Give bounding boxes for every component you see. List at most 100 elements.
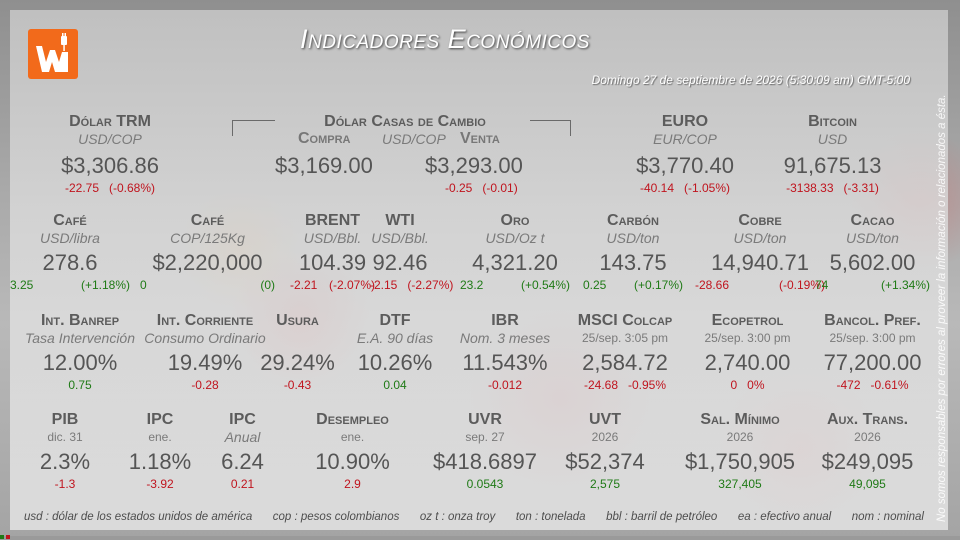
indicator-change: -22.75 (-0.68%) (40, 180, 180, 196)
indicator-card: Int. Banrep Tasa Intervención 12.00% 0.75 (20, 312, 140, 393)
compra-value: $3,169.00 (275, 153, 373, 178)
indicator-value: 4,321.20 (472, 250, 558, 275)
indicator-name: Aux. Trans. (826, 411, 909, 428)
venta-label: Venta (460, 130, 500, 147)
change-pct: (+0.17%) (633, 278, 683, 292)
indicator-panel (10, 10, 948, 530)
change-pct: (-0.19%) (778, 278, 825, 292)
indicator-card: IPC Anual 6.24 0.21 (195, 411, 290, 492)
indicator-value: $2,220,000 (152, 250, 263, 275)
indicator-name: MSCI Colcap (577, 312, 673, 329)
indicator-card: Cacao USD/ton 5,602.00 74 (+1.34%) (810, 212, 935, 293)
indicator-name: Dólar Casas de Cambio (324, 113, 486, 130)
legend-ea: ea : efectivo anual (737, 511, 832, 523)
indicator-change: 74 (+1.34%) (810, 277, 935, 293)
indicator-unit: 2026 (591, 430, 619, 444)
indicator-change: -1.3 (15, 476, 115, 492)
indicator-value: $418.6897 (433, 449, 537, 474)
indicator-name: Cacao (850, 212, 895, 229)
indicator-name: Usura (276, 312, 319, 329)
page-title: Indicadores Económicos (300, 24, 590, 54)
indicator-name: Bitcoin (808, 113, 857, 130)
indicator-card: MSCI Colcap 25/sep. 3:05 pm 2,584.72 -24.68… (560, 312, 690, 393)
indicator-change: 3.25 (+1.18%) (5, 277, 135, 293)
status-dot-red (6, 535, 10, 539)
indicator-unit: USD/Bbl. (371, 230, 429, 246)
indicator-change: 49,095 (810, 476, 925, 492)
indicator-value: 6.24 (221, 449, 264, 474)
change-abs: 2.9 (344, 477, 361, 491)
indicator-unit: Nom. 3 meses (459, 330, 551, 346)
indicator-card: Aux. Trans. 2026 $249,095 49,095 (810, 411, 925, 492)
change-pct: (-2.07%) (328, 278, 375, 292)
indicator-change: 0.75 (20, 377, 140, 393)
indicator-name: Desempleo (316, 411, 389, 428)
change-abs: 0.0543 (466, 477, 504, 491)
change-abs: 23.2 (460, 278, 484, 292)
indicator-unit: dic. 31 (47, 430, 83, 444)
venta-value: $3,293.00 (425, 153, 523, 178)
indicator-name: PIB (51, 411, 79, 428)
indicator-name: Cobre (738, 212, 782, 229)
indicator-unit (255, 330, 340, 346)
indicator-card: Café USD/libra 278.6 3.25 (+1.18%) (5, 212, 135, 293)
indicator-card: WTI USD/Bbl. 92.46 -2.15 (-2.27%) (365, 212, 453, 293)
change-abs: 0 (140, 278, 147, 292)
indicator-card: Carbón USD/ton 143.75 0.25 (+0.17%) (578, 212, 688, 293)
indicator-card: Ecopetrol 25/sep. 3:00 pm 2,740.00 0 0% (690, 312, 805, 393)
indicator-card: Bancol. Pref. 25/sep. 3:00 pm 77,200.00 -47… (810, 312, 935, 393)
indicator-unit: 2026 (854, 430, 881, 444)
change-abs: -3138.33 (786, 181, 834, 195)
indicator-name: Carbón (607, 212, 659, 229)
indicator-unit: USD/COP (382, 131, 446, 147)
change-abs: -0.28 (191, 378, 219, 392)
indicator-unit: USD (817, 131, 848, 147)
change-abs: 0.21 (230, 477, 255, 491)
indicator-value: 12.00% (42, 350, 118, 375)
indicator-unit: Tasa Intervención (25, 330, 135, 346)
indicator-value: 11.543% (462, 350, 548, 375)
indicator-unit: 2026 (726, 430, 754, 444)
indicator-value: 29.24% (260, 350, 335, 375)
indicator-name: Café (190, 212, 225, 229)
indicator-name: Oro (500, 212, 530, 229)
indicator-bitcoin: Bitcoin USD 91,675.13 -3138.33 (-3.31) (765, 113, 900, 196)
indicator-card: Café COP/125Kg $2,220,000 0 (0) (135, 212, 280, 293)
legend-usd: usd : dólar de los estados unidos de amé… (24, 511, 253, 523)
indicator-card: PIB dic. 31 2.3% -1.3 (15, 411, 115, 492)
change-abs: 0.04 (383, 378, 407, 392)
change-abs: 49,095 (849, 477, 886, 491)
indicator-change: -3.92 (110, 476, 210, 492)
change-abs: 0.75 (68, 378, 92, 392)
indicator-name: IPC (146, 411, 174, 428)
brand-logo (28, 29, 78, 79)
change-abs: -40.14 (639, 181, 674, 195)
indicator-change: -472 -0.61% (810, 377, 935, 393)
indicator-name: Bancol. Pref. (824, 312, 921, 329)
indicator-unit: USD/COP (78, 131, 142, 147)
indicator-value: 14,940.71 (711, 250, 809, 275)
indicator-name: IPC (229, 411, 256, 428)
change-abs: 0 (730, 378, 738, 392)
indicator-change: 0.25 (+0.17%) (578, 277, 688, 293)
change-pct: (-0.68%) (109, 181, 156, 195)
indicator-value: 143.75 (599, 250, 667, 275)
disclaimer: No somos responsables por errores al pro… (936, 94, 948, 522)
status-dot-green (0, 535, 4, 539)
compra-label: Compra (298, 130, 351, 147)
indicator-change: -0.28 (140, 377, 270, 393)
indicator-card: Cobre USD/ton 14,940.71 -28.66 (-0.19%) (690, 212, 830, 293)
indicator-unit: USD/libra (40, 230, 100, 246)
indicator-value: $1,750,905 (684, 449, 796, 474)
indicator-name: WTI (385, 212, 415, 229)
indicator-name: IBR (491, 312, 519, 329)
change-abs: 3.25 (10, 278, 34, 292)
change-pct: 0% (747, 378, 765, 392)
change-pct: -0.61% (870, 378, 909, 392)
indicator-value: 104.39 (298, 250, 367, 275)
change-abs: 2,575 (589, 477, 621, 491)
change-abs: -28.66 (695, 278, 730, 292)
indicator-value: 5,602.00 (829, 250, 916, 275)
indicator-change: -0.43 (255, 377, 340, 393)
